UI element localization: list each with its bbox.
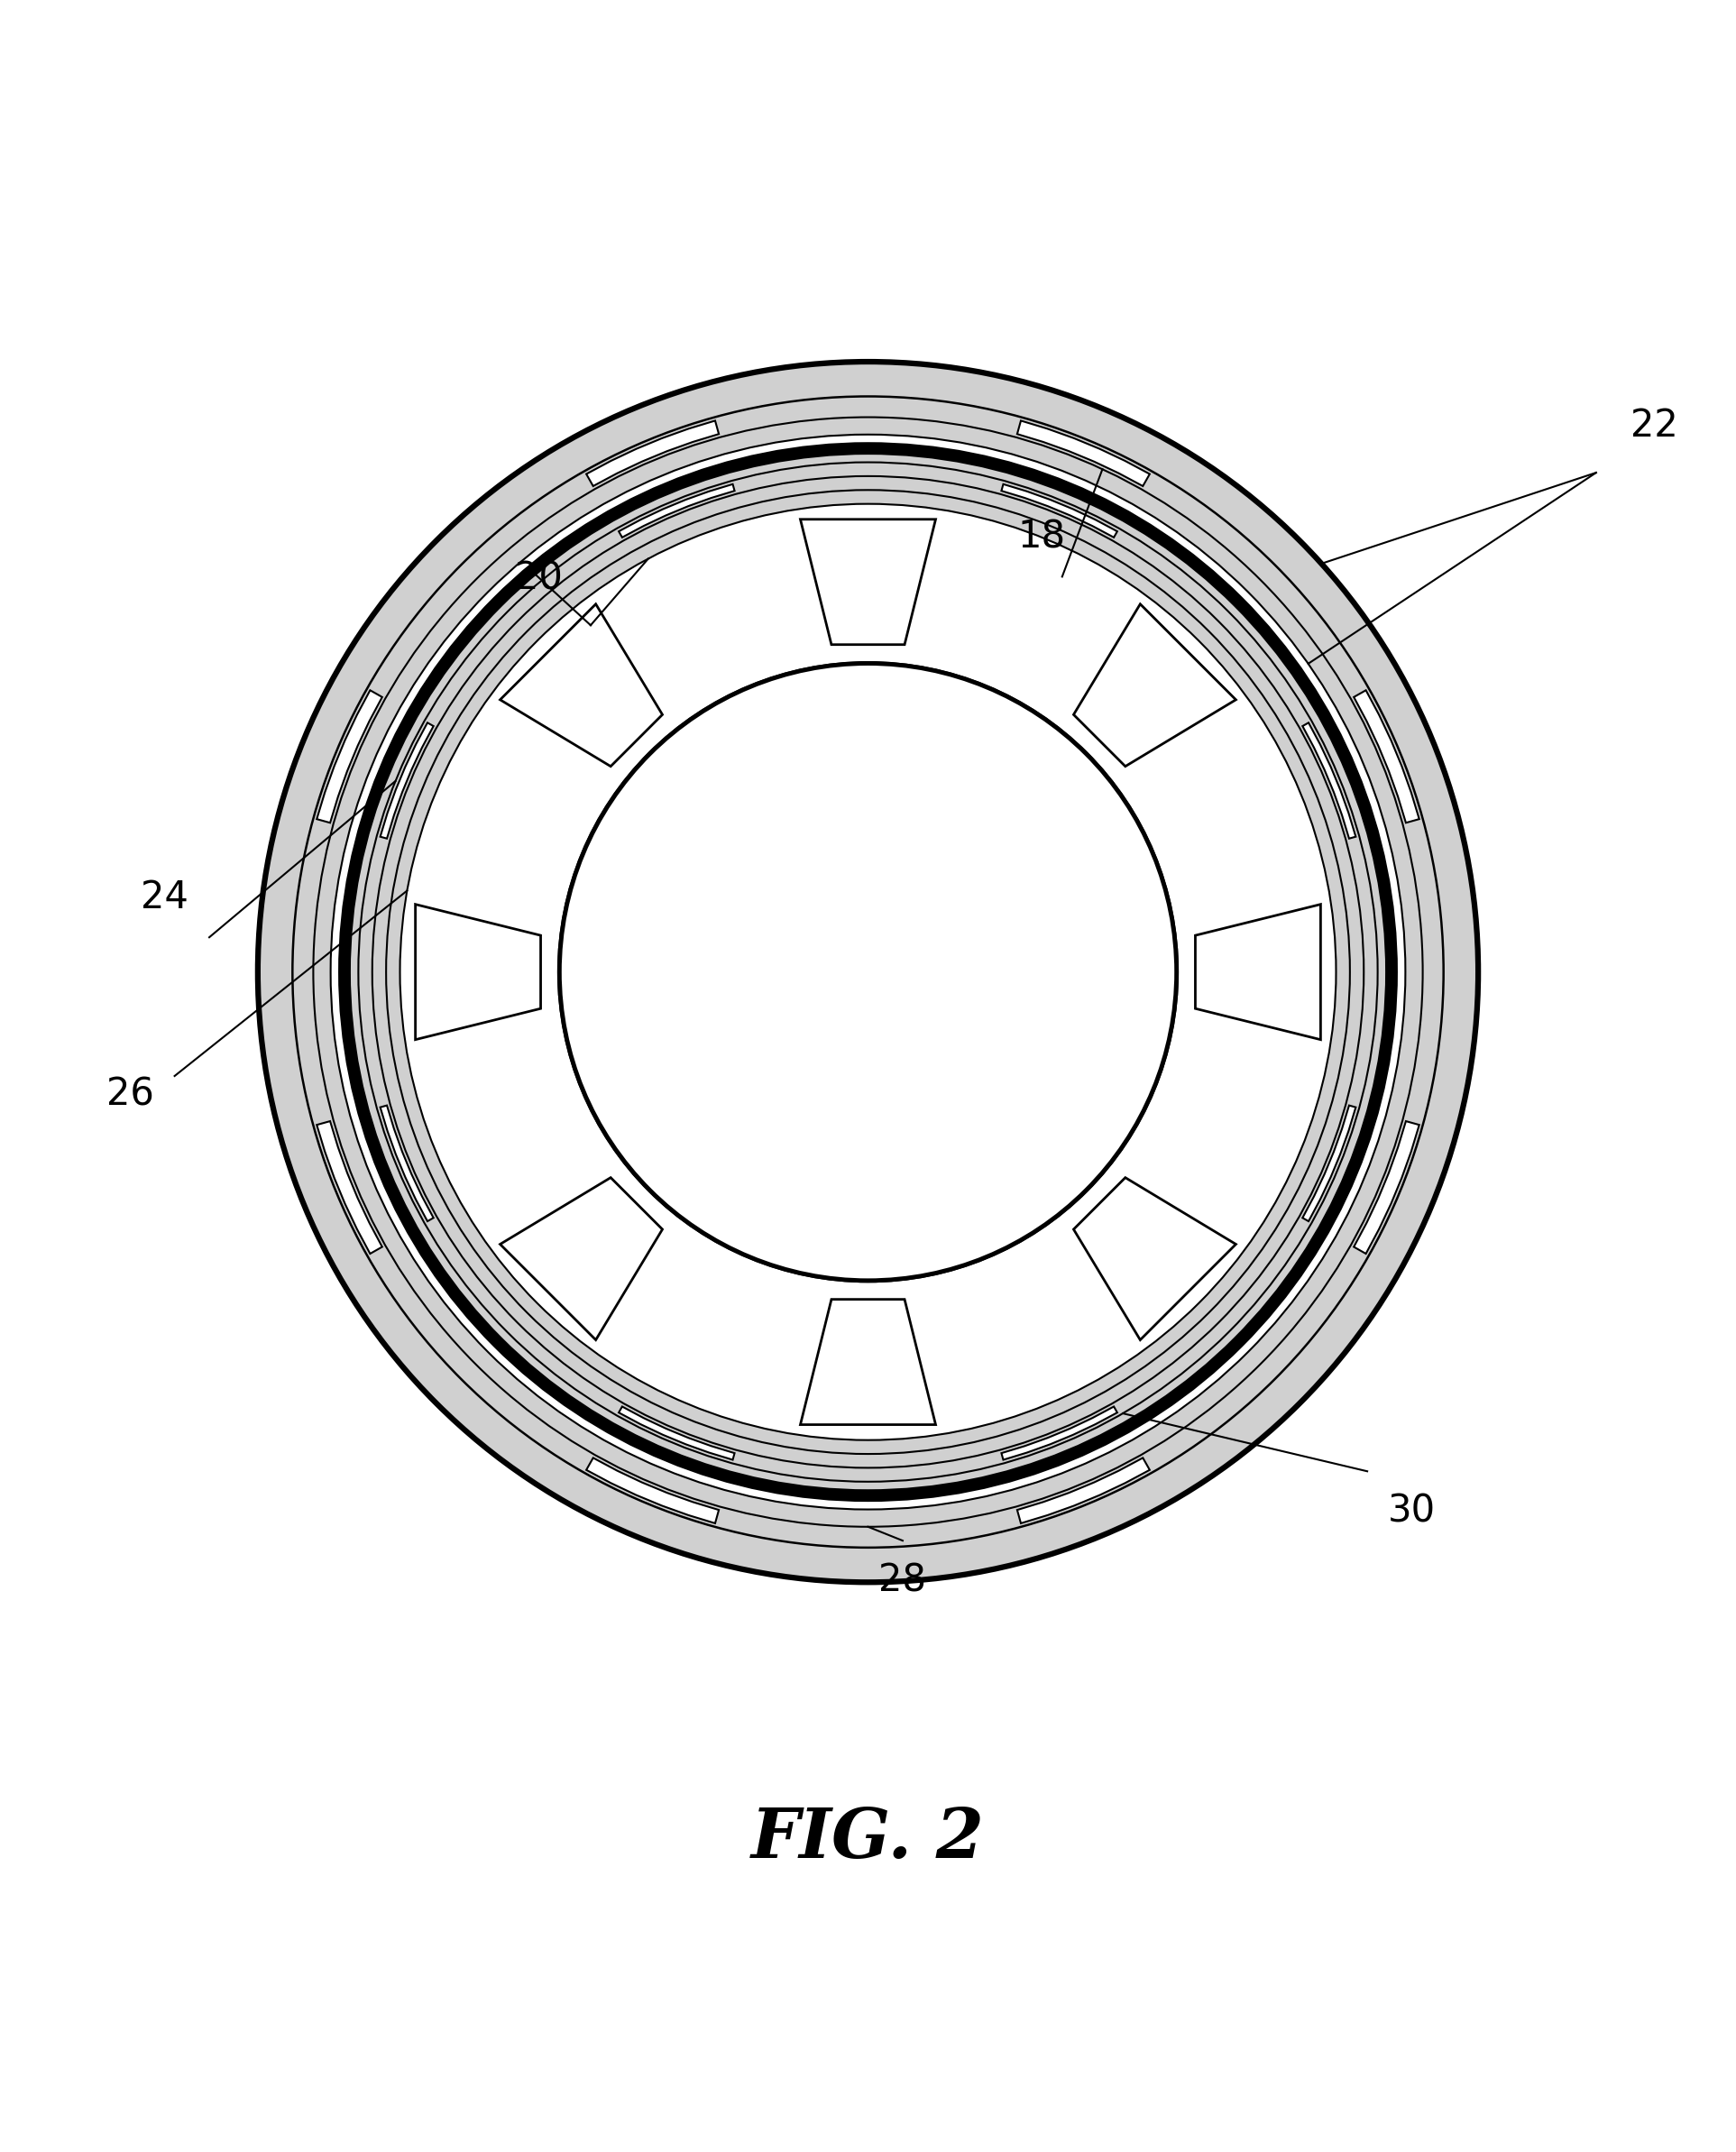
Text: 20: 20 <box>516 560 562 598</box>
Polygon shape <box>415 904 540 1039</box>
Polygon shape <box>1017 420 1149 486</box>
Text: 22: 22 <box>1630 407 1679 445</box>
Polygon shape <box>800 1300 936 1425</box>
Polygon shape <box>1354 691 1420 822</box>
Text: 18: 18 <box>1017 519 1066 555</box>
Polygon shape <box>316 691 382 822</box>
Polygon shape <box>1302 723 1356 839</box>
Polygon shape <box>1017 1457 1149 1524</box>
Text: 24: 24 <box>141 878 189 917</box>
Polygon shape <box>1196 904 1321 1039</box>
Polygon shape <box>500 1177 663 1341</box>
Polygon shape <box>1073 605 1236 766</box>
Text: FIG. 2: FIG. 2 <box>752 1806 984 1872</box>
Wedge shape <box>344 448 1392 1496</box>
Polygon shape <box>500 605 663 766</box>
Polygon shape <box>380 1106 434 1222</box>
Circle shape <box>559 663 1177 1280</box>
Wedge shape <box>259 362 1477 1582</box>
Polygon shape <box>1302 1106 1356 1222</box>
Polygon shape <box>1073 1177 1236 1341</box>
Circle shape <box>559 663 1177 1280</box>
Polygon shape <box>316 1121 382 1255</box>
Polygon shape <box>618 484 734 538</box>
Text: 28: 28 <box>878 1562 927 1599</box>
Polygon shape <box>1354 1121 1420 1255</box>
Polygon shape <box>380 723 434 839</box>
Polygon shape <box>800 519 936 646</box>
Polygon shape <box>1002 1407 1118 1459</box>
Polygon shape <box>587 420 719 486</box>
Polygon shape <box>587 1457 719 1524</box>
Polygon shape <box>618 1407 734 1459</box>
Polygon shape <box>1002 484 1118 538</box>
Text: 30: 30 <box>1389 1491 1436 1530</box>
Text: 26: 26 <box>106 1076 155 1115</box>
